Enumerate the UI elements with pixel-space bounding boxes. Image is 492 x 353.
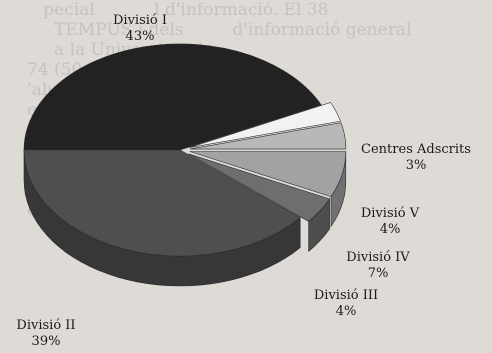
pie-slice-divisi-ii bbox=[23, 149, 301, 257]
pie-slice-centres-adscrits bbox=[189, 102, 341, 148]
slice-label-centres-adscrits: Centres Adscrits 3% bbox=[357, 142, 475, 174]
slice-value: 4% bbox=[335, 304, 357, 319]
pie-slice-divisi-iv bbox=[189, 151, 347, 197]
slice-label-divisio-iv: Divisió IV 7% bbox=[338, 250, 418, 282]
slice-value: 4% bbox=[379, 222, 401, 237]
slice-name: Divisió V bbox=[360, 206, 420, 221]
slice-value: 39% bbox=[31, 334, 61, 349]
pie-slice-divisi-iii bbox=[188, 153, 331, 222]
pie-slice-divisi-i bbox=[23, 43, 322, 151]
slice-name: Divisió IV bbox=[346, 250, 410, 265]
slice-name: Centres Adscrits bbox=[361, 142, 471, 157]
slice-label-divisio-i: Divisió I 43% bbox=[100, 13, 180, 45]
slice-label-divisio-iii: Divisió III 4% bbox=[306, 288, 386, 320]
slice-value: 3% bbox=[405, 158, 427, 173]
slice-name: Divisió III bbox=[313, 288, 379, 303]
slice-value: 7% bbox=[367, 266, 389, 281]
slice-name: Divisió I bbox=[112, 13, 167, 28]
slice-value: 43% bbox=[125, 29, 155, 44]
slice-name: Divisió II bbox=[16, 318, 76, 333]
pie-slices bbox=[23, 43, 347, 287]
slice-label-divisio-ii: Divisió II 39% bbox=[6, 318, 86, 350]
slice-label-divisio-v: Divisió V 4% bbox=[350, 206, 430, 238]
pie-slice-divisi-v bbox=[189, 122, 347, 150]
